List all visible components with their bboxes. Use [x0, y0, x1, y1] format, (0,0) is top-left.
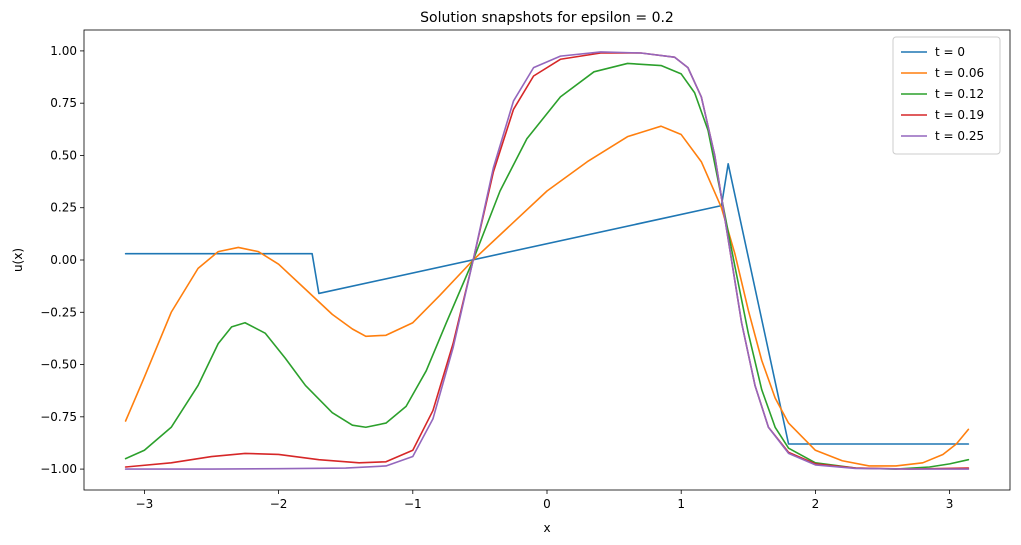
legend-box: [892, 36, 1001, 155]
y-tick-label: 0.50: [50, 148, 77, 162]
x-tick-label: 0: [543, 497, 551, 511]
y-tick-label: 0.75: [50, 96, 77, 110]
x-tick-label: −2: [270, 497, 288, 511]
y-axis: −1.00 −0.75 −0.50 −0.25 0.00 0.25 0.50 0.75 1.00: [40, 44, 84, 476]
series-line-3: [124, 52, 970, 470]
legend-label: t = 0.19: [935, 108, 984, 122]
series-line-2: [124, 62, 970, 470]
series-line-0: [124, 163, 970, 445]
x-tick-label: −3: [136, 497, 154, 511]
y-tick-label: 0.00: [50, 253, 77, 267]
x-tick-label: 1: [677, 497, 685, 511]
y-tick-label: 0.25: [50, 201, 77, 215]
y-tick-label: −1.00: [40, 462, 77, 476]
x-axis-label: x: [543, 521, 550, 535]
plot-area-frame: [83, 29, 1011, 491]
y-tick-label: −0.75: [40, 410, 77, 424]
y-tick-label: −0.50: [40, 358, 77, 372]
legend-label: t = 0.25: [935, 129, 984, 143]
legend-label: t = 0.06: [935, 66, 984, 80]
series-lines: [124, 51, 970, 470]
series-line-1: [124, 125, 970, 467]
legend-label: t = 0: [935, 45, 965, 59]
legend-label: t = 0.12: [935, 87, 984, 101]
y-axis-label: u(x): [11, 248, 25, 272]
series-line-4: [124, 51, 970, 470]
chart-title: Solution snapshots for epsilon = 0.2: [420, 10, 674, 26]
legend: t = 0 t = 0.06 t = 0.12 t = 0.19 t = 0.25: [892, 36, 1001, 155]
y-tick-label: −0.25: [40, 305, 77, 319]
x-tick-label: 3: [946, 497, 954, 511]
x-tick-label: 2: [812, 497, 820, 511]
x-axis: −3 −2 −1 0 1 2 3: [136, 490, 954, 511]
y-tick-label: 1.00: [50, 44, 77, 58]
x-tick-label: −1: [404, 497, 422, 511]
